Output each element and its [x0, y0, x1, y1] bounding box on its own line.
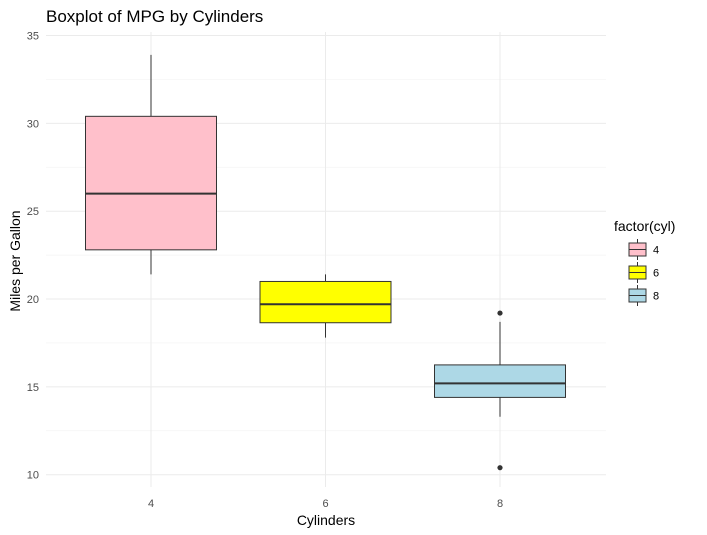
box-cyl-6 — [259, 274, 392, 338]
legend-label: 4 — [653, 245, 659, 257]
outlier-point — [497, 465, 503, 471]
box-cyl-8 — [434, 310, 566, 471]
y-axis-title: Miles per Gallon — [7, 210, 23, 311]
legend-title: factor(cyl) — [614, 218, 675, 234]
box-cyl-4 — [85, 54, 217, 275]
y-tick-label: 20 — [27, 294, 39, 306]
y-tick-label: 25 — [27, 206, 39, 218]
legend-label: 8 — [653, 291, 659, 303]
box-body — [434, 364, 566, 398]
grid-lines — [46, 32, 606, 487]
y-tick-label: 15 — [27, 382, 39, 394]
legend-item-6: 6 — [628, 262, 659, 283]
chart-title: Boxplot of MPG by Cylinders — [46, 7, 263, 26]
x-axis-title: Cylinders — [297, 512, 355, 528]
outlier-point — [497, 310, 503, 316]
legend-item-4: 4 — [628, 239, 659, 260]
y-tick-label: 35 — [27, 31, 39, 43]
x-tick-label: 8 — [497, 498, 503, 510]
legend: factor(cyl) 4 6 8 — [614, 218, 675, 306]
y-tick-labels: 10 15 20 25 30 35 — [27, 31, 39, 482]
legend-label: 6 — [653, 268, 659, 280]
box-body — [85, 115, 217, 251]
x-tick-labels: 4 6 8 — [148, 498, 503, 510]
x-tick-label: 6 — [322, 498, 328, 510]
legend-item-8: 8 — [628, 285, 659, 306]
box-body — [259, 280, 392, 324]
x-tick-label: 4 — [148, 498, 154, 510]
y-tick-label: 30 — [27, 118, 39, 130]
y-tick-label: 10 — [27, 470, 39, 482]
boxes — [85, 54, 566, 471]
